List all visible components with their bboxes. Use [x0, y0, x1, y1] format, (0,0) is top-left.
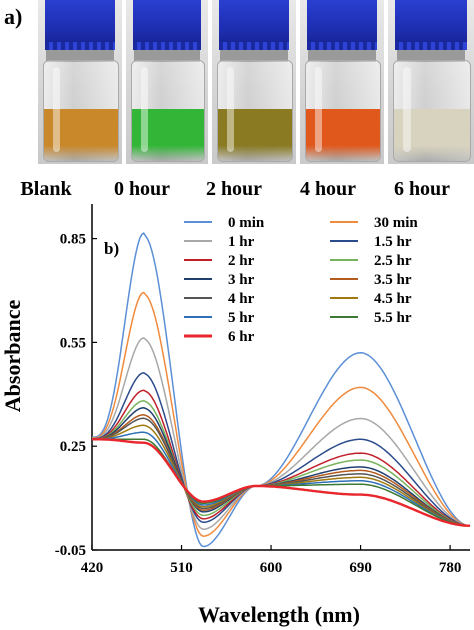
legend-entry: 30 min: [374, 215, 418, 231]
vial-photo-row: [38, 0, 474, 164]
blue-cap-icon: [44, 0, 116, 50]
legend-entry: 6 hr: [228, 329, 255, 345]
vial-caption-2-hour: 2 hour: [205, 178, 263, 200]
legend-entry: 4.5 hr: [374, 291, 412, 307]
vial-blank: [38, 0, 122, 164]
legend-entry: 5 hr: [228, 310, 255, 326]
legend-entry: 0 min: [228, 215, 265, 231]
y-tick-label: 0.25: [60, 439, 86, 455]
series-line-0: [92, 232, 471, 548]
vial-4-hour: [300, 0, 384, 164]
vial-caption-6-hour: 6 hour: [393, 178, 451, 200]
legend-entry: 4 hr: [228, 291, 255, 307]
absorbance-chart: 420 510 600 690 780 -0.05 0.25 0.55 0.85 0 min 30…: [0, 204, 471, 627]
vial-caption-0-hour: 0 hour: [113, 178, 171, 200]
x-tick-label: 690: [349, 560, 372, 576]
x-tick-label: 510: [170, 560, 193, 576]
x-tick-label: 420: [81, 560, 104, 576]
x-tick-label: 780: [439, 560, 462, 576]
blue-cap-icon: [394, 0, 468, 50]
chart-axes: 420 510 600 690 780 -0.05 0.25 0.55 0.85: [55, 204, 470, 576]
legend-entry: 3 hr: [228, 272, 255, 288]
series-line-5: [92, 400, 471, 527]
panel-b-label: b): [104, 239, 119, 258]
legend-entry: 1.5 hr: [374, 234, 412, 250]
legend-entry: 1 hr: [228, 234, 255, 250]
y-tick-label: 0.55: [60, 335, 86, 351]
blue-cap-icon: [132, 0, 202, 50]
legend-entry: 2.5 hr: [374, 253, 412, 269]
series-line-2: [92, 337, 471, 530]
x-axis-label: Wavelength (nm): [198, 602, 360, 627]
series-line-1: [92, 291, 471, 537]
vial-caption-blank: Blank: [20, 178, 72, 200]
series-line-3: [92, 371, 471, 527]
series-line-4: [92, 389, 471, 527]
y-tick-label: -0.05: [55, 543, 86, 559]
legend-entry: 3.5 hr: [374, 272, 412, 288]
chart-curves: [92, 232, 471, 548]
vial-caption-4-hour: 4 hour: [299, 178, 357, 200]
legend-entry: 2 hr: [228, 253, 255, 269]
panel-a-label: a): [4, 4, 23, 29]
y-tick-label: 0.85: [60, 232, 86, 248]
vial-2-hour: [212, 0, 296, 164]
y-axis-label: Absorbance: [0, 300, 25, 413]
legend-entry: 5.5 hr: [374, 310, 412, 326]
blue-cap-icon: [218, 0, 290, 50]
vial-6-hour: [388, 0, 474, 164]
series-line-11: [92, 438, 471, 527]
series-line-12: [92, 438, 471, 527]
chart-legend: 0 min 30 min 1 hr 1.5 hr 2 hr 2.5 hr 3 hr 3.5 h…: [184, 215, 418, 345]
blue-cap-icon: [306, 0, 378, 50]
vial-0-hour: [126, 0, 208, 164]
x-tick-label: 600: [260, 560, 283, 576]
